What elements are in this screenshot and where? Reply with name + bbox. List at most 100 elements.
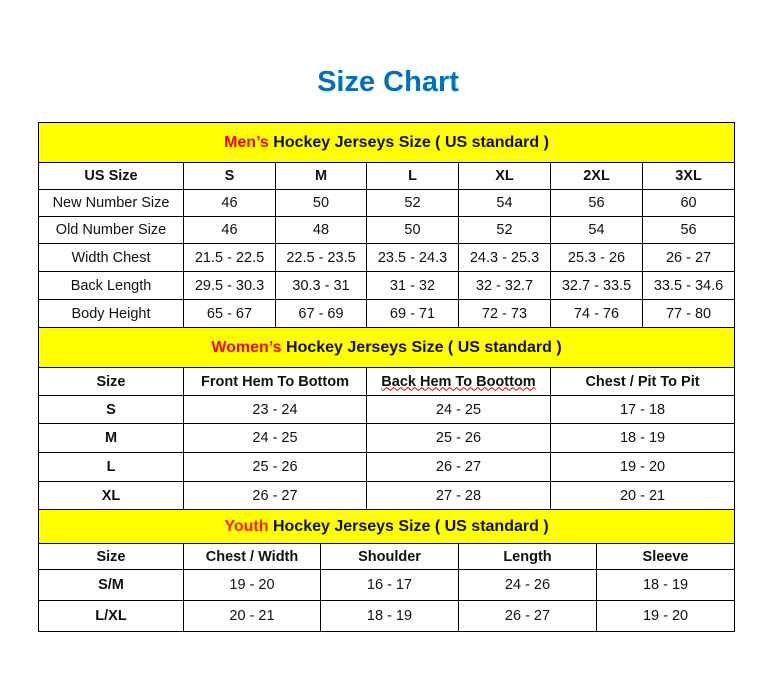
table-cell: 22.5 - 23.5 <box>275 243 367 272</box>
table-row: New Number Size 46 50 52 54 56 60 <box>38 189 736 217</box>
column-header: Size <box>38 367 184 396</box>
table-cell: 65 - 67 <box>183 299 276 328</box>
section-title-rest: Hockey Jerseys Size ( US standard ) <box>268 133 549 151</box>
row-label: L/XL <box>38 600 184 632</box>
page-title: Size Chart <box>317 66 459 98</box>
youth-size-table: Youth Hockey Jerseys Size ( US standard … <box>37 509 736 632</box>
column-header: Front Hem To Bottom <box>183 367 367 396</box>
table-cell: 24 - 25 <box>366 395 551 424</box>
table-cell: 52 <box>458 216 551 244</box>
mens-section-title: Men’s Hockey Jerseys Size ( US standard … <box>37 122 736 163</box>
table-cell: 25 - 26 <box>183 452 367 482</box>
table-cell: 18 - 19 <box>595 569 736 601</box>
header-row: Size Chest / Width Shoulder Length Sleeve <box>38 543 736 570</box>
table-cell: 69 - 71 <box>366 299 459 328</box>
table-row: Back Length 29.5 - 30.3 30.3 - 31 31 - 32 32… <box>38 271 736 300</box>
womens-label: Women’s <box>211 338 282 356</box>
table-row: M 24 - 25 25 - 26 18 - 19 <box>38 423 736 453</box>
table-cell: 72 - 73 <box>458 299 551 328</box>
table-cell: 48 <box>275 216 367 244</box>
table-cell: 25 - 26 <box>366 423 551 453</box>
header-row: US Size S M L XL 2XL 3XL <box>38 162 736 190</box>
table-cell: 56 <box>641 216 736 244</box>
table-cell: 54 <box>550 216 643 244</box>
table-row: Old Number Size 46 48 50 52 54 56 <box>38 216 736 244</box>
table-row: Body Height 65 - 67 67 - 69 69 - 71 72 - 73 7… <box>38 299 736 328</box>
row-label: M <box>38 423 184 453</box>
column-header: S <box>183 162 276 190</box>
row-label: Body Height <box>38 299 184 328</box>
table-cell: 20 - 21 <box>549 481 736 510</box>
row-label: Back Length <box>38 271 184 300</box>
table-cell: 33.5 - 34.6 <box>641 271 736 300</box>
table-cell: 30.3 - 31 <box>275 271 367 300</box>
table-cell: 26 - 27 <box>366 452 551 482</box>
table-cell: 50 <box>275 189 367 217</box>
table-cell: 19 - 20 <box>549 452 736 482</box>
table-cell: 50 <box>366 216 459 244</box>
table-cell: 24.3 - 25.3 <box>458 243 551 272</box>
table-row: S/M 19 - 20 16 - 17 24 - 26 18 - 19 <box>38 569 736 601</box>
table-row: S 23 - 24 24 - 25 17 - 18 <box>38 395 736 424</box>
table-row: L/XL 20 - 21 18 - 19 26 - 27 19 - 20 <box>38 600 736 632</box>
table-cell: 23.5 - 24.3 <box>366 243 459 272</box>
table-cell: 26 - 27 <box>183 481 367 510</box>
table-cell: 32.7 - 33.5 <box>550 271 643 300</box>
row-label: Old Number Size <box>38 216 184 244</box>
youth-section-title: Youth Hockey Jerseys Size ( US standard … <box>37 509 736 544</box>
section-title-rest: Hockey Jerseys Size ( US standard ) <box>268 517 549 535</box>
table-cell: 26 - 27 <box>458 600 597 632</box>
table-cell: 32 - 32.7 <box>458 271 551 300</box>
table-cell: 74 - 76 <box>550 299 643 328</box>
table-cell: 19 - 20 <box>595 600 736 632</box>
column-header: US Size <box>38 162 184 190</box>
table-cell: 17 - 18 <box>549 395 736 424</box>
column-header: Back Hem To Boottom <box>366 367 551 396</box>
row-label: XL <box>38 481 184 510</box>
header-row: Size Front Hem To Bottom Back Hem To Boott… <box>38 367 736 396</box>
column-header: XL <box>458 162 551 190</box>
row-label: L <box>38 452 184 482</box>
mens-size-table: Men’s Hockey Jerseys Size ( US standard … <box>37 122 736 328</box>
table-row: Width Chest 21.5 - 22.5 22.5 - 23.5 23.5 - … <box>38 243 736 272</box>
table-cell: 60 <box>641 189 736 217</box>
row-label: S <box>38 395 184 424</box>
table-cell: 18 - 19 <box>320 600 459 632</box>
header-text: Back Hem To Boottom <box>381 373 536 390</box>
table-cell: 46 <box>183 189 276 217</box>
table-row: XL 26 - 27 27 - 28 20 - 21 <box>38 481 736 510</box>
table-cell: 31 - 32 <box>366 271 459 300</box>
table-cell: 19 - 20 <box>183 569 321 601</box>
column-header: Length <box>458 543 597 570</box>
table-cell: 77 - 80 <box>641 299 736 328</box>
row-label: New Number Size <box>38 189 184 217</box>
table-row: L 25 - 26 26 - 27 19 - 20 <box>38 452 736 482</box>
table-cell: 29.5 - 30.3 <box>183 271 276 300</box>
youth-label: Youth <box>224 517 269 535</box>
table-cell: 46 <box>183 216 276 244</box>
column-header: Chest / Width <box>183 543 321 570</box>
table-cell: 26 - 27 <box>641 243 736 272</box>
table-cell: 24 - 26 <box>458 569 597 601</box>
column-header: Sleeve <box>595 543 736 570</box>
table-cell: 20 - 21 <box>183 600 321 632</box>
table-cell: 16 - 17 <box>320 569 459 601</box>
table-cell: 21.5 - 22.5 <box>183 243 276 272</box>
table-cell: 52 <box>366 189 459 217</box>
table-cell: 56 <box>550 189 643 217</box>
table-cell: 27 - 28 <box>366 481 551 510</box>
row-label: Width Chest <box>38 243 184 272</box>
column-header: L <box>366 162 459 190</box>
womens-size-table: Women’s Hockey Jerseys Size ( US standar… <box>37 327 736 510</box>
section-title-rest: Hockey Jerseys Size ( US standard ) <box>281 338 562 356</box>
column-header: Size <box>38 543 184 570</box>
womens-section-title: Women’s Hockey Jerseys Size ( US standar… <box>37 327 736 368</box>
table-cell: 25.3 - 26 <box>550 243 643 272</box>
column-header: M <box>275 162 367 190</box>
table-cell: 24 - 25 <box>183 423 367 453</box>
column-header: 2XL <box>550 162 643 190</box>
row-label: S/M <box>38 569 184 601</box>
column-header: Shoulder <box>320 543 459 570</box>
column-header: 3XL <box>641 162 736 190</box>
table-cell: 23 - 24 <box>183 395 367 424</box>
